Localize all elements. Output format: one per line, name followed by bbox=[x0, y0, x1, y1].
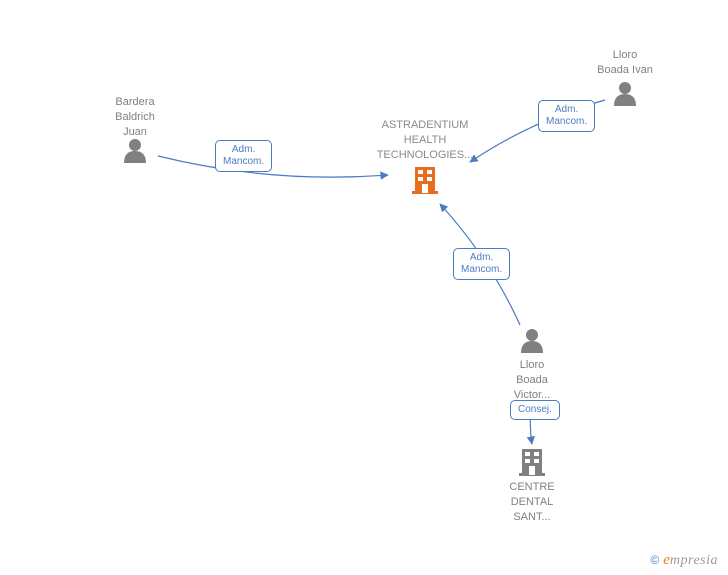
edge-label-lloroivan-astradentium: Adm. Mancom. bbox=[538, 100, 595, 132]
node-lloro-victor-label: Lloro Boada Victor... bbox=[497, 358, 567, 403]
node-bardera-label: Bardera Baldrich Juan bbox=[95, 95, 175, 140]
copyright-symbol: © bbox=[650, 553, 659, 567]
watermark-first-letter: e bbox=[663, 552, 670, 568]
edge-label-llorovictor-astradentium: Adm. Mancom. bbox=[453, 248, 510, 280]
node-lloro-victor[interactable]: Lloro Boada Victor... bbox=[497, 358, 567, 403]
node-centre-dental[interactable]: CENTRE DENTAL SANT... bbox=[497, 480, 567, 525]
node-bardera[interactable]: Bardera Baldrich Juan bbox=[95, 95, 175, 140]
edge-label-llorovictor-centredental: Consej. bbox=[510, 400, 560, 420]
node-astradentium-label: ASTRADENTIUM HEALTH TECHNOLOGIES... bbox=[365, 118, 485, 163]
watermark-rest: mpresia bbox=[670, 553, 718, 568]
network-svg bbox=[0, 0, 728, 575]
node-lloro-ivan[interactable]: Lloro Boada Ivan bbox=[585, 48, 665, 78]
watermark: © empresia bbox=[650, 552, 718, 569]
node-astradentium[interactable]: ASTRADENTIUM HEALTH TECHNOLOGIES... bbox=[365, 118, 485, 163]
node-lloro-ivan-label: Lloro Boada Ivan bbox=[585, 48, 665, 78]
node-centre-dental-label: CENTRE DENTAL SANT... bbox=[497, 480, 567, 525]
edge-label-bardera-astradentium: Adm. Mancom. bbox=[215, 140, 272, 172]
